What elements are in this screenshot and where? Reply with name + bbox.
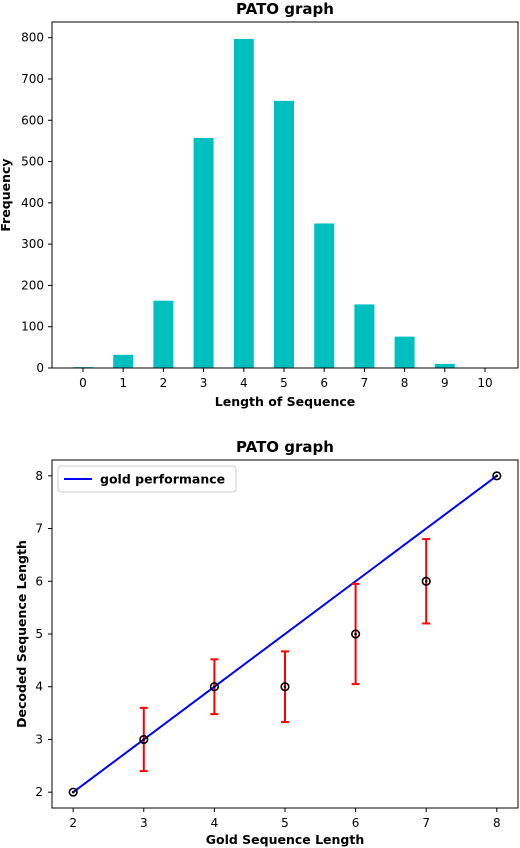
chart2-title: PATO graph <box>236 438 334 456</box>
data-point-center <box>283 685 287 689</box>
chart2-y-axis-label: Decoded Sequence Length <box>14 540 29 728</box>
y-tick-label: 100 <box>21 320 44 334</box>
x-tick-label: 7 <box>361 376 369 390</box>
data-point-center <box>424 579 428 583</box>
x-tick-label: 2 <box>160 376 168 390</box>
x-tick-label: 5 <box>281 816 289 830</box>
y-tick-label: 3 <box>35 732 43 746</box>
x-tick-label: 9 <box>441 376 449 390</box>
y-tick-label: 300 <box>21 237 44 251</box>
x-tick-label: 4 <box>211 816 219 830</box>
chart1-title: PATO graph <box>236 0 334 18</box>
data-point-center <box>213 685 216 689</box>
y-tick-label: 8 <box>35 469 43 483</box>
data-point-center <box>354 632 357 636</box>
x-tick-label: 10 <box>477 376 492 390</box>
data-point-marker <box>492 471 502 481</box>
y-tick-label: 200 <box>21 278 44 292</box>
x-tick-label: 6 <box>320 376 328 390</box>
chart2-y-axis: 2 3 4 5 6 7 8 <box>35 469 52 799</box>
x-tick-label: 1 <box>119 376 127 390</box>
x-tick-label: 3 <box>200 376 208 390</box>
bar-7 <box>354 304 375 368</box>
y-tick-label: 5 <box>35 627 43 641</box>
y-tick-label: 2 <box>35 785 43 799</box>
bar-4 <box>233 38 254 368</box>
y-tick-label: 600 <box>21 113 44 127</box>
gold-performance-line <box>72 475 498 793</box>
data-point-marker <box>421 576 431 586</box>
chart1-plot-frame <box>51 21 519 369</box>
y-tick-label: 4 <box>35 680 43 694</box>
legend-label-gold-performance: gold performance <box>100 472 225 487</box>
x-tick-label: 8 <box>493 816 501 830</box>
x-tick-label: 0 <box>79 376 87 390</box>
data-point-marker <box>139 734 149 745</box>
chart1-y-axis-label: Frequency <box>0 158 13 231</box>
x-tick-label: 4 <box>240 376 248 390</box>
bar-8 <box>394 336 415 368</box>
chart2-x-axis-label: Gold Sequence Length <box>206 832 365 847</box>
gold-vs-decoded-chart: PATO graph 2 3 4 5 6 7 8 2 3 4 5 6 7 8 Gold Sequence… <box>14 438 519 847</box>
bar-3 <box>193 138 214 368</box>
chart1-y-axis: 0 100 200 300 400 500 600 700 800 <box>21 31 52 375</box>
y-tick-label: 700 <box>21 72 44 86</box>
bar-5 <box>274 100 294 368</box>
chart2-plot-area <box>68 471 502 797</box>
data-point-marker <box>68 787 78 797</box>
frequency-bar-chart: PATO graph 0 100 200 300 400 500 600 700 800 0 1 2… <box>0 0 519 409</box>
x-tick-label: 3 <box>140 816 148 830</box>
chart2-legend: gold performance <box>57 465 237 493</box>
chart1-bars <box>73 38 455 368</box>
y-tick-label: 6 <box>35 574 43 588</box>
chart1-x-axis: 0 1 2 3 4 5 6 7 8 9 10 <box>79 368 493 390</box>
x-tick-label: 2 <box>69 816 77 830</box>
data-point-marker <box>209 682 219 692</box>
data-point-marker <box>351 629 361 639</box>
bar-9 <box>434 363 455 368</box>
data-point-marker <box>280 682 290 692</box>
data-point-center <box>71 790 75 794</box>
y-tick-label: 0 <box>36 361 44 375</box>
data-point-center <box>142 738 146 741</box>
chart2-x-axis: 2 3 4 5 6 7 8 <box>69 808 501 830</box>
y-tick-label: 800 <box>21 31 44 45</box>
x-tick-label: 8 <box>401 376 409 390</box>
bar-6 <box>314 223 335 368</box>
bar-2 <box>153 300 174 368</box>
y-tick-label: 7 <box>35 522 43 536</box>
x-tick-label: 7 <box>422 816 430 830</box>
chart1-x-axis-label: Length of Sequence <box>215 394 356 409</box>
y-tick-label: 500 <box>21 155 44 169</box>
data-point-center <box>495 474 499 478</box>
y-tick-label: 400 <box>21 196 44 210</box>
x-tick-label: 5 <box>280 376 288 390</box>
bar-1 <box>113 354 134 368</box>
legend-frame <box>57 465 237 493</box>
x-tick-label: 6 <box>352 816 360 830</box>
